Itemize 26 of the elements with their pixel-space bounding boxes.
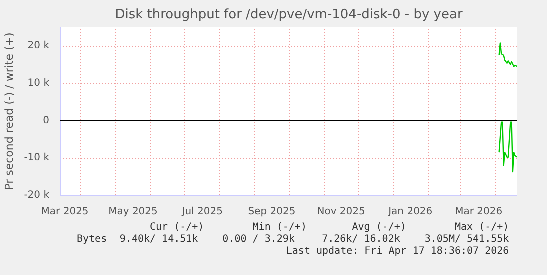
y-tick-label: 0 [43,115,50,126]
chart-title: Disk throughput for /dev/pve/vm-104-disk-0 - by year [115,8,464,22]
text: Last update: Fri Apr 17 18:36:07 2026 [286,246,510,257]
x-tick-label: May 2025 [108,206,158,218]
x-tick-label: Jan 2026 [388,206,433,218]
text: 7.26k/ 16.02k [322,234,400,245]
x-tick-label: Nov 2025 [317,206,366,218]
x-tick-label: Mar 2026 [455,206,503,218]
line-series [498,42,518,68]
text: Min (-/+) [252,222,307,233]
y-tick-label: 20 k [28,40,50,52]
y-tick-label: -10 k [24,152,50,164]
y-tick-label: 10 k [28,78,50,89]
x-tick-label: Sep 2025 [248,206,296,218]
line-series [498,122,518,173]
text: Cur (-/+) [150,222,204,233]
text: Bytes [77,234,108,245]
x-tick-label: Jul 2025 [181,206,223,218]
y-tick-label: -20 k [24,190,50,201]
text: 3.05M/ 541.55k [424,234,510,245]
text: 9.40k/ 14.51k [120,234,198,245]
text: Max (-/+) [454,222,510,233]
y-axis-title: Pr second read (-) / write (+) [3,32,16,190]
text: 0.00 / 3.29k [222,234,295,245]
text: Avg (-/+) [352,222,406,233]
x-tick-label: Mar 2025 [41,206,89,218]
